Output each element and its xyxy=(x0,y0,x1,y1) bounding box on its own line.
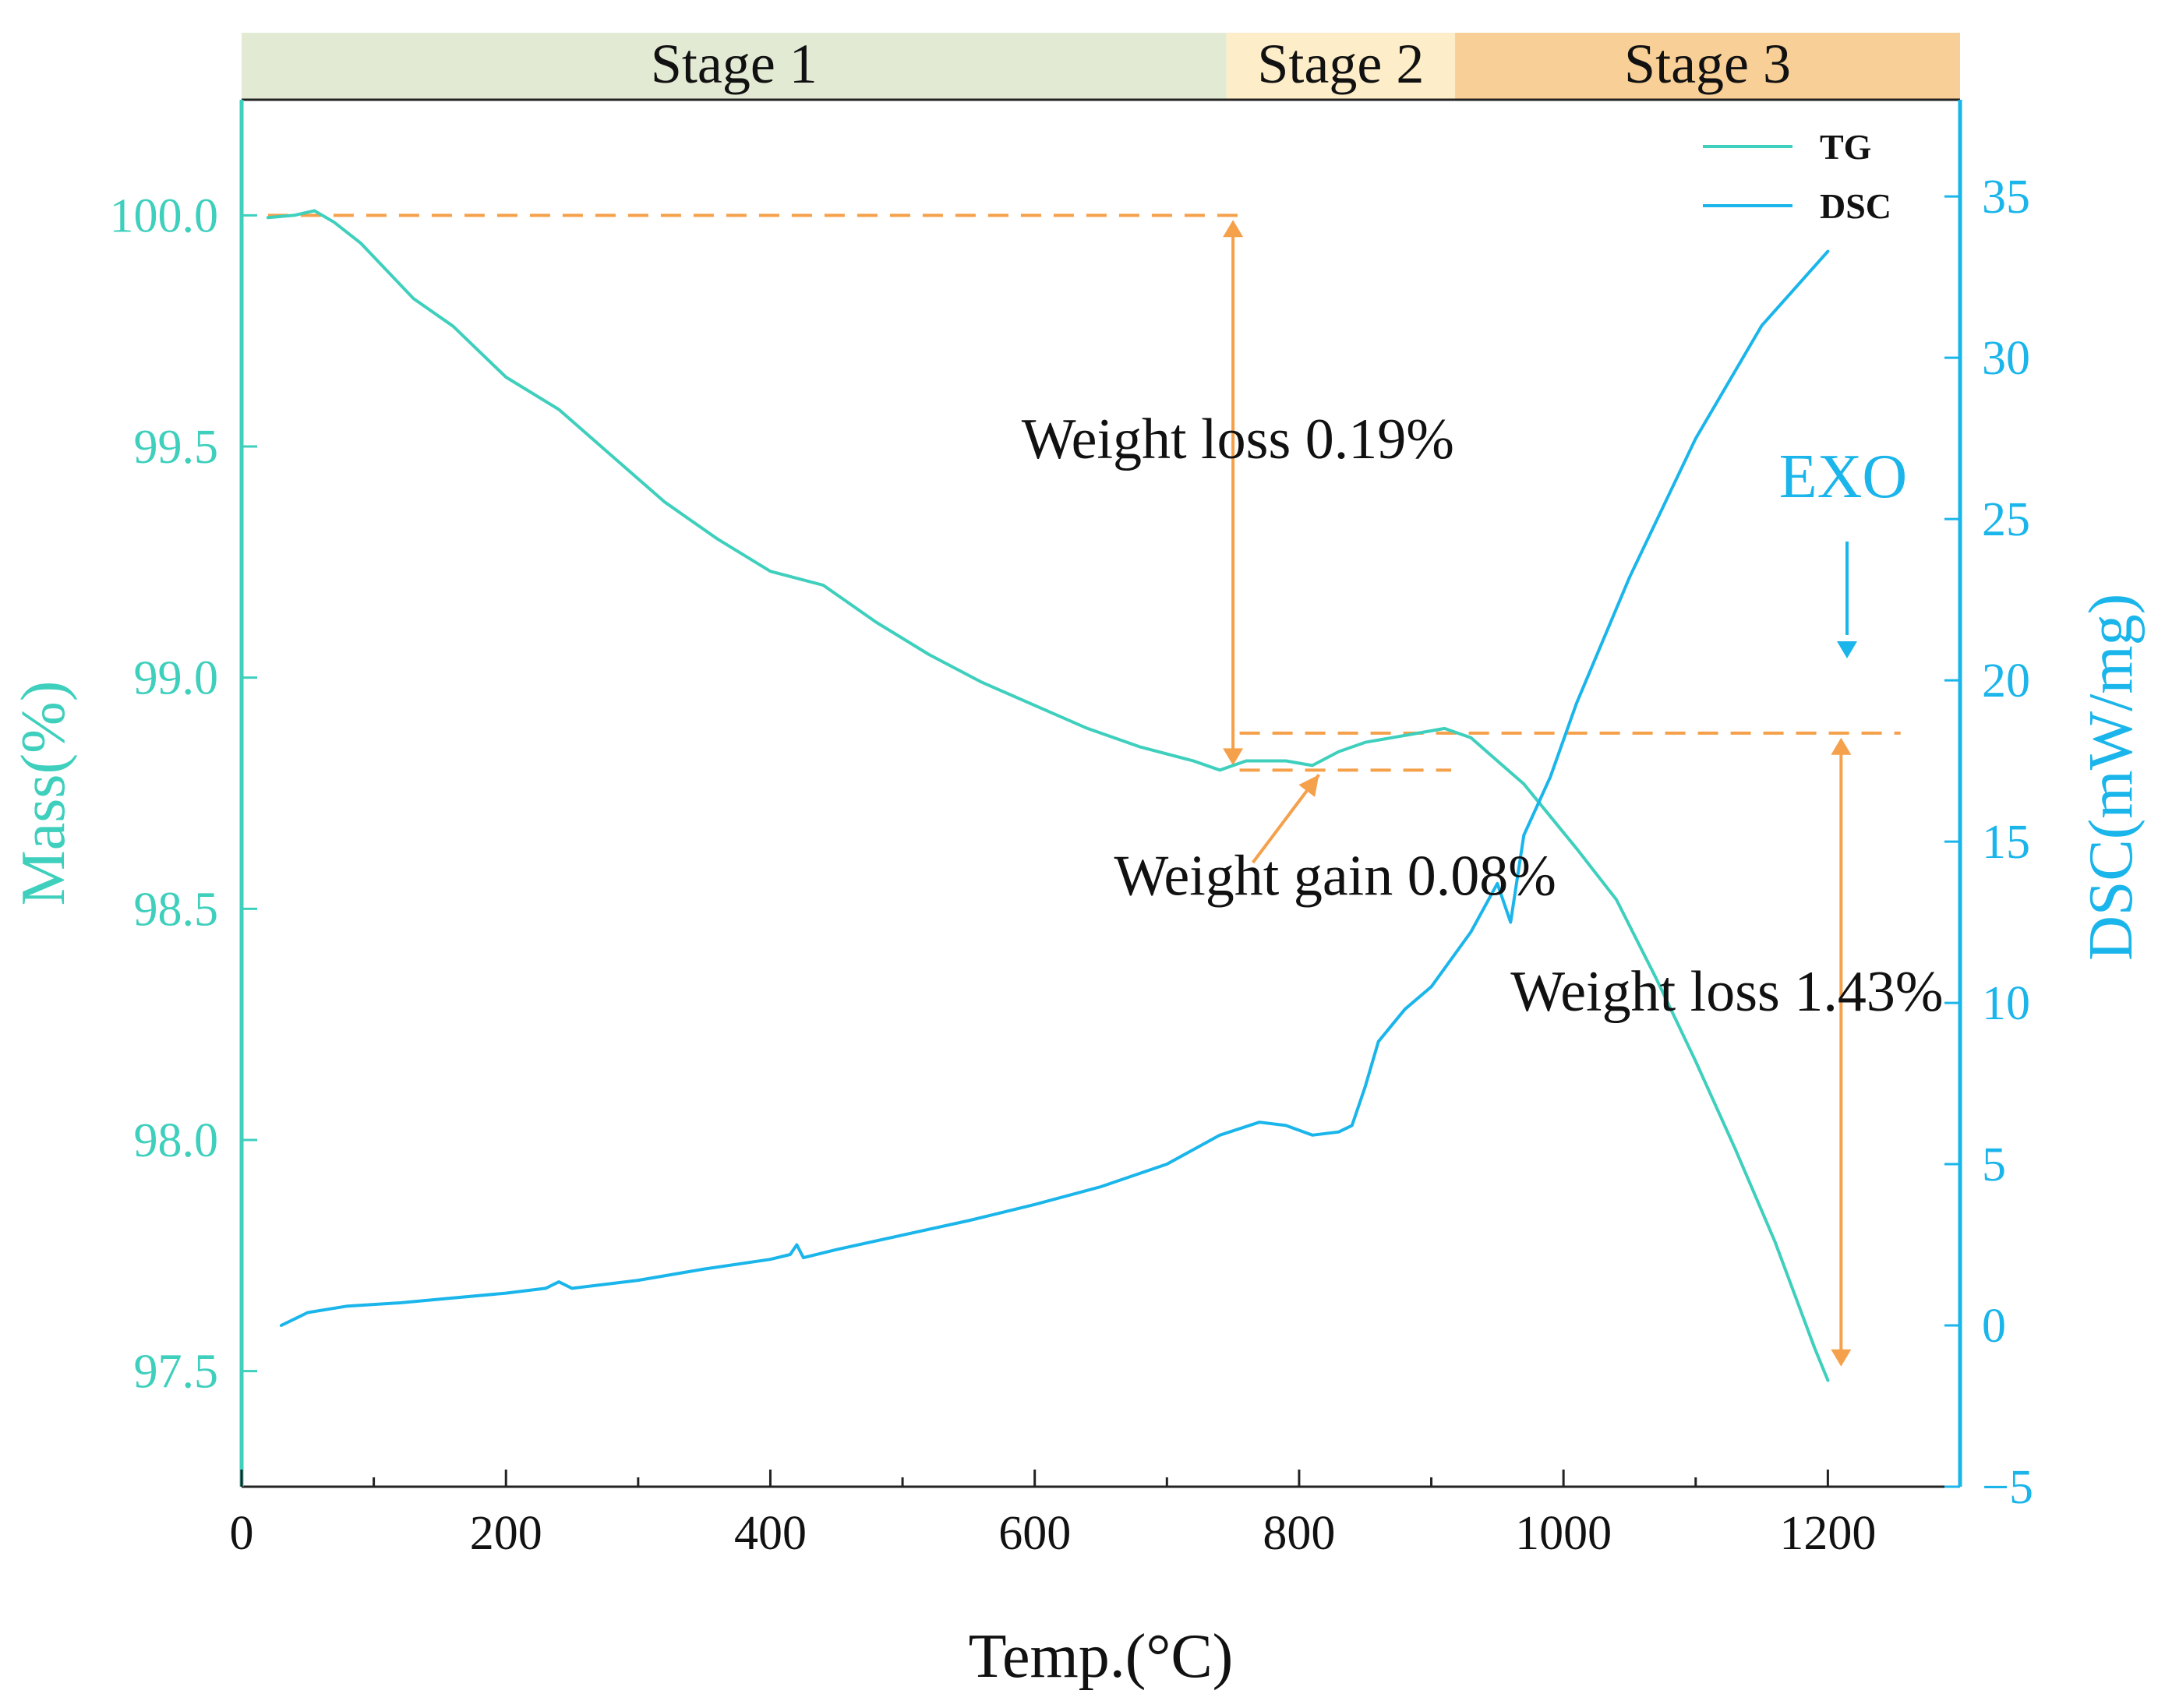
annotation-text-3: Weight loss 1.43% xyxy=(1510,960,1943,1024)
x-tick-label: 1200 xyxy=(1779,1507,1876,1560)
x-axis-title: Temp.(°C) xyxy=(969,1622,1234,1691)
right-y-axis: −5 0 5 10 15 20 25 30 35 xyxy=(1944,171,2033,1514)
weight-loss-arrow-stage3-head-bottom xyxy=(1831,1349,1852,1367)
x-axis: 0 200 400 600 800 1000 1200 xyxy=(230,1470,1876,1560)
x-tick-label: 200 xyxy=(470,1507,542,1560)
tg-legend-label: TG xyxy=(1820,127,1871,167)
x-tick-label: 400 xyxy=(734,1507,807,1560)
left-tick-label: 99.0 xyxy=(134,652,219,705)
annotation-text-2: Weight gain 0.08% xyxy=(1114,845,1556,909)
weight-gain-arrow-head xyxy=(1298,775,1319,797)
right-axis-title: DSC(mW/mg) xyxy=(2077,594,2146,961)
exo-label: EXO xyxy=(1779,443,1907,511)
x-tick-label: 600 xyxy=(998,1507,1071,1560)
right-tick-label: 15 xyxy=(1982,816,2030,869)
right-tick-label: 10 xyxy=(1982,977,2030,1030)
stage-band-1 xyxy=(242,33,1227,100)
right-tick-label: −5 xyxy=(1982,1461,2033,1514)
right-tick-label: 0 xyxy=(1982,1300,2006,1353)
left-axis-title: Mass(%) xyxy=(9,681,78,906)
left-tick-label: 100.0 xyxy=(110,189,219,242)
weight-loss-arrow-stage1-head-top xyxy=(1223,220,1244,238)
x-tick-label: 1000 xyxy=(1515,1507,1612,1560)
stage-band-2 xyxy=(1226,33,1456,100)
weight-loss-arrow-stage3-head-top xyxy=(1831,737,1852,755)
right-tick-label: 35 xyxy=(1982,171,2030,224)
x-tick-label: 800 xyxy=(1263,1507,1335,1560)
right-tick-label: 25 xyxy=(1982,493,2030,546)
exo-arrow-head xyxy=(1837,641,1857,658)
right-tick-label: 20 xyxy=(1982,655,2030,708)
stage-label-3: Stage 3 xyxy=(1624,33,1791,95)
annotation-arrows xyxy=(1223,220,1852,1367)
stage-label-2: Stage 2 xyxy=(1257,33,1424,95)
stage-band-3 xyxy=(1455,33,1960,100)
reference-lines xyxy=(267,214,1901,772)
series-lines xyxy=(266,209,1830,1382)
left-y-axis: 97.5 98.0 98.5 99.0 99.5 100.0 xyxy=(110,189,257,1399)
tg-series-line xyxy=(266,209,1830,1382)
stage-label-1: Stage 1 xyxy=(651,33,818,95)
annotation-text-1: Weight loss 0.19% xyxy=(1022,408,1454,471)
left-tick-label: 97.5 xyxy=(134,1346,219,1399)
legend: TG DSC xyxy=(1703,127,1891,226)
exo-indicator: EXO xyxy=(1779,443,1907,658)
left-tick-label: 98.0 xyxy=(134,1114,219,1167)
weight-loss-arrow-stage1-head-bottom xyxy=(1223,748,1244,766)
plot-frame xyxy=(239,98,1962,1488)
left-tick-label: 98.5 xyxy=(134,883,219,936)
right-tick-label: 5 xyxy=(1982,1138,2006,1191)
right-tick-label: 30 xyxy=(1982,332,2030,385)
dsc-series-line xyxy=(279,249,1830,1327)
left-tick-label: 99.5 xyxy=(134,421,219,474)
stage-band: Stage 1 Stage 2 Stage 3 xyxy=(242,33,1960,100)
x-tick-label: 0 xyxy=(230,1507,254,1560)
annotations: Weight loss 0.19% Weight gain 0.08% Weight… xyxy=(1022,408,1944,1024)
dsc-legend-label: DSC xyxy=(1820,186,1891,226)
